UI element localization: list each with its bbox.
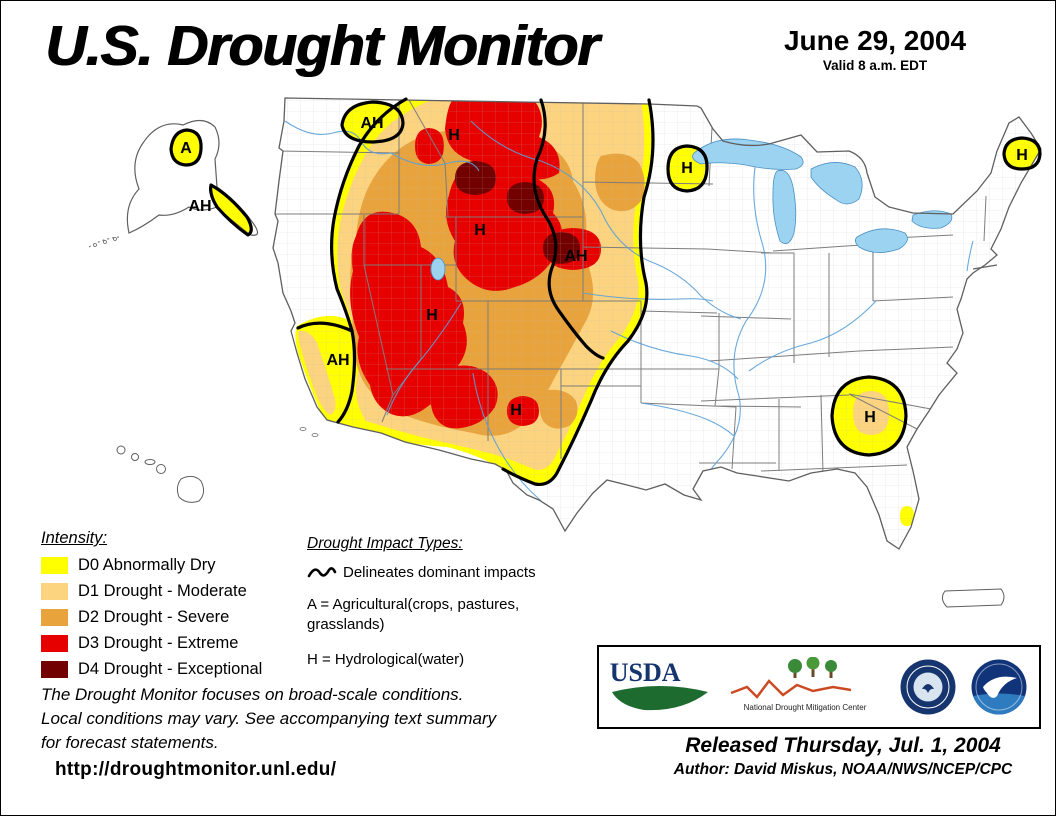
legend-label: D0 Abnormally Dry [78,556,216,574]
legend-swatch-d3 [41,635,68,652]
great-salt-lake [430,257,446,281]
impact-label-ah: AH [326,352,349,369]
conus-outline [272,97,1042,550]
impact-label-h: H [474,222,486,239]
impact-label-h: H [426,307,438,324]
county-boundaries-texture [273,98,1041,549]
impact-label-ah: AH [188,198,211,215]
puerto-rico-inset [941,588,1005,608]
impact-types-title: Drought Impact Types: [307,535,463,552]
hydrological-label: H = Hydrological(water) [307,650,465,668]
impact-label-h: H [448,127,460,144]
legend-title: Intensity: [41,529,108,547]
hawaii-inset [116,445,205,503]
legend-swatch-d2 [41,609,68,626]
lake-michigan [772,169,797,245]
impact-label-h: H [864,409,876,426]
lake-erie [855,228,908,253]
disclaimer-text: The Drought Monitor focuses on broad-sca… [41,685,497,752]
legend-label: D3 Drought - Extreme [78,634,239,652]
noaa-seal-icon [971,659,1027,715]
legend-item-d2: D2 Drought - Severe [41,608,303,627]
delineates-label: Delineates dominant impacts [343,563,536,581]
intensity-legend: Intensity: D0 Abnormally Dry D1 Drought -… [41,529,303,686]
impact-label-ah: AH [360,115,383,132]
legend-label: D2 Drought - Severe [78,608,230,626]
website-url[interactable]: http://droughtmonitor.unl.edu/ [55,759,337,780]
legend-label: D1 Drought - Moderate [78,582,247,600]
drought-squiggle-icon [730,679,852,699]
alaska-inset [88,119,259,248]
tree-icons [788,657,838,678]
legend-swatch-d4 [41,661,68,678]
release-info: Released Thursday, Jul. 1, 2004 Author: … [637,734,1049,779]
logo-box: USDA National Drought Mitigation Center [597,645,1041,729]
ndmc-logo: National Drought Mitigation Center [730,657,867,712]
report-date: June 29, 2004 [783,25,967,56]
ndmc-name: National Drought Mitigation Center [744,703,867,712]
legend-item-d4: D4 Drought - Exceptional [41,660,303,679]
impact-types: Drought Impact Types: Delineates dominan… [307,535,559,670]
map-impact-labels: A AH AH H H AH H AH H H H H [180,115,1028,426]
page-title: U.S. Drought Monitor [45,14,599,78]
legend-label: D4 Drought - Exceptional [78,660,263,678]
legend-item-d0: D0 Abnormally Dry [41,556,303,575]
author-credit: Author: David Miskus, NOAA/NWS/NCEP/CPC [673,761,1013,778]
legend-swatch-d0 [41,557,68,574]
lake-ontario [911,210,953,229]
impact-label-h: H [1016,147,1028,164]
legend-item-d3: D3 Drought - Extreme [41,634,303,653]
lake-superior [692,138,804,170]
released-date: Released Thursday, Jul. 1, 2004 [685,734,1001,757]
great-lakes [430,138,953,281]
legend-swatch-d1 [41,583,68,600]
impact-label-ah: AH [564,248,587,265]
date-block: June 29, 2004 Valid 8 a.m. EDT [753,25,997,73]
channel-islands [299,427,319,437]
impact-label-h: H [510,402,522,419]
impact-label-h: H [681,160,693,177]
impact-label-a: A [180,140,192,157]
long-island [972,264,998,270]
impact-boundary-lines [169,97,1042,487]
legend-item-d1: D1 Drought - Moderate [41,582,303,601]
department-of-commerce-seal-icon [900,659,956,715]
lake-huron [810,162,863,205]
legend-rows: D0 Abnormally Dry D1 Drought - Moderate D2… [41,556,303,679]
usda-logo: USDA [610,660,712,714]
agricultural-label: A = Agricultural(crops, pastures, grassl… [307,596,520,634]
delineation-line-icon [307,567,337,578]
valid-time: Valid 8 a.m. EDT [822,58,928,73]
usda-wordmark: USDA [609,658,681,687]
usda-swoosh-icon [611,686,708,711]
